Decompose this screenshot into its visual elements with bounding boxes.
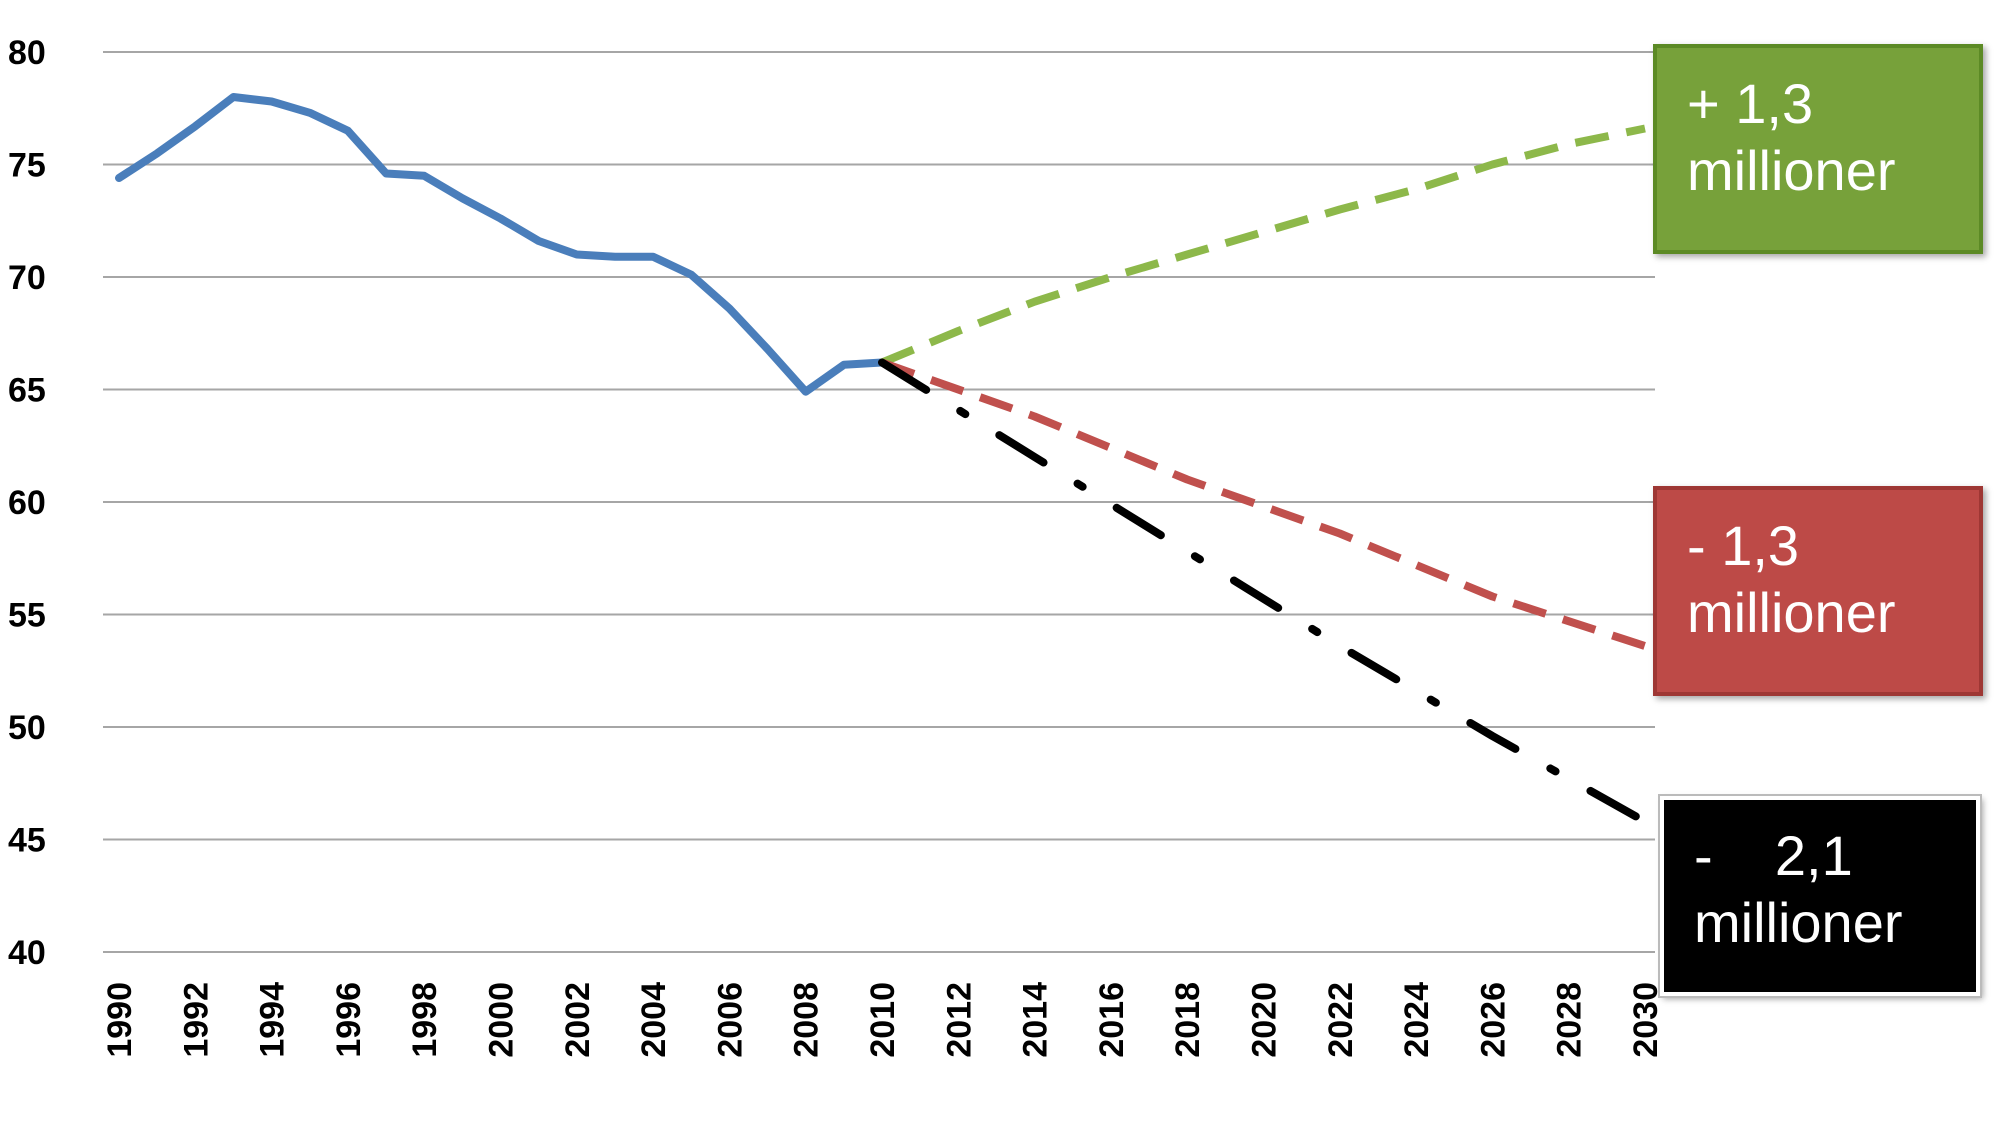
annotation-red: - 1,3 millioner	[1653, 486, 1983, 696]
annotation-red-line1: - 1,3	[1687, 514, 1800, 577]
x-tick-label: 2006	[711, 982, 749, 1058]
x-tick-label: 2018	[1169, 982, 1207, 1058]
y-tick-label: 70	[8, 259, 46, 297]
x-tick-label: 2026	[1474, 982, 1512, 1058]
annotation-black-line2: millioner	[1694, 891, 1903, 955]
x-tick-label: 1990	[101, 982, 139, 1058]
y-tick-label: 60	[8, 484, 46, 522]
x-tick-label: 2020	[1246, 982, 1284, 1058]
series-historical	[115, 93, 886, 396]
y-tick-label: 40	[8, 934, 46, 972]
x-axis-ticks: 1990 1992 1994 1996 1998 2000 2002 2004 2006 2008…	[101, 982, 1665, 1058]
annotation-black-line1: - 2,1	[1694, 824, 1853, 887]
y-axis-ticks: 80 75 70 65 60 55 50 45 40	[8, 34, 46, 972]
x-tick-label: 1998	[406, 982, 444, 1058]
x-tick-label: 2012	[940, 982, 978, 1058]
annotation-green: + 1,3 millioner	[1653, 44, 1983, 254]
y-tick-label: 80	[8, 34, 46, 72]
y-tick-label: 75	[8, 147, 46, 185]
series-scenario-green	[880, 124, 1646, 367]
gridlines	[103, 51, 1655, 953]
series-group	[115, 93, 1649, 826]
x-tick-label: 2000	[483, 982, 521, 1058]
x-tick-label: 2030	[1627, 982, 1665, 1058]
series-scenario-red	[880, 358, 1647, 650]
x-tick-label: 2002	[559, 982, 597, 1058]
x-tick-label: 2024	[1398, 982, 1436, 1058]
y-tick-label: 55	[8, 597, 46, 635]
x-tick-label: 2022	[1322, 982, 1360, 1058]
annotation-red-line2: millioner	[1687, 581, 1896, 645]
series-scenario-black	[878, 358, 1649, 826]
x-tick-label: 1996	[330, 982, 368, 1058]
annotation-green-line1: + 1,3	[1687, 72, 1814, 135]
x-tick-label: 2016	[1093, 982, 1131, 1058]
annotation-black: - 2,1 millioner	[1658, 794, 1982, 998]
x-tick-label: 2004	[635, 982, 673, 1058]
x-tick-label: 2008	[788, 982, 826, 1058]
x-tick-label: 1994	[254, 982, 292, 1058]
x-tick-label: 2014	[1017, 982, 1055, 1058]
y-tick-label: 65	[8, 372, 46, 410]
x-tick-label: 1992	[177, 982, 215, 1058]
y-tick-label: 50	[8, 709, 46, 747]
x-tick-label: 2010	[864, 982, 902, 1058]
y-tick-label: 45	[8, 822, 46, 860]
annotation-green-line2: millioner	[1687, 139, 1896, 203]
x-tick-label: 2028	[1551, 982, 1589, 1058]
